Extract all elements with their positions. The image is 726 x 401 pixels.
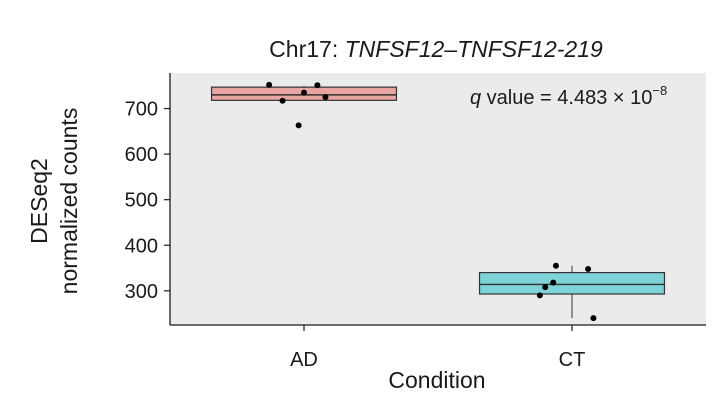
y-tick-label: 700 [125,99,158,121]
data-point-ad [279,97,286,104]
y-tick-label: 600 [125,144,158,166]
q-value-annotation: q value = 4.483 × 10−8 [470,83,667,109]
x-axis-label: Condition [388,367,485,393]
data-point-ct [585,265,592,272]
data-point-ct [590,315,597,322]
chart-title: Chr17: TNFSF12–TNFSF12-219 [269,36,603,62]
data-point-ad [314,82,321,89]
data-point-ct [536,292,543,299]
x-tick-label-ad: AD [290,349,318,371]
y-axis-label-line1: DESeq2 [26,158,52,244]
data-point-ad [266,81,273,88]
data-point-ad [295,122,302,129]
data-point-ct [542,284,549,291]
data-point-ct [552,262,559,269]
data-point-ct [550,279,557,286]
data-point-ad [301,89,307,96]
y-tick-label: 500 [125,190,158,212]
data-point-ad [322,94,329,101]
y-tick-label: 300 [125,281,158,303]
y-tick-label: 400 [125,235,158,257]
x-tick-label-ct: CT [559,349,586,371]
y-axis-label-line2: normalized counts [56,108,82,295]
box-ct [478,271,666,295]
